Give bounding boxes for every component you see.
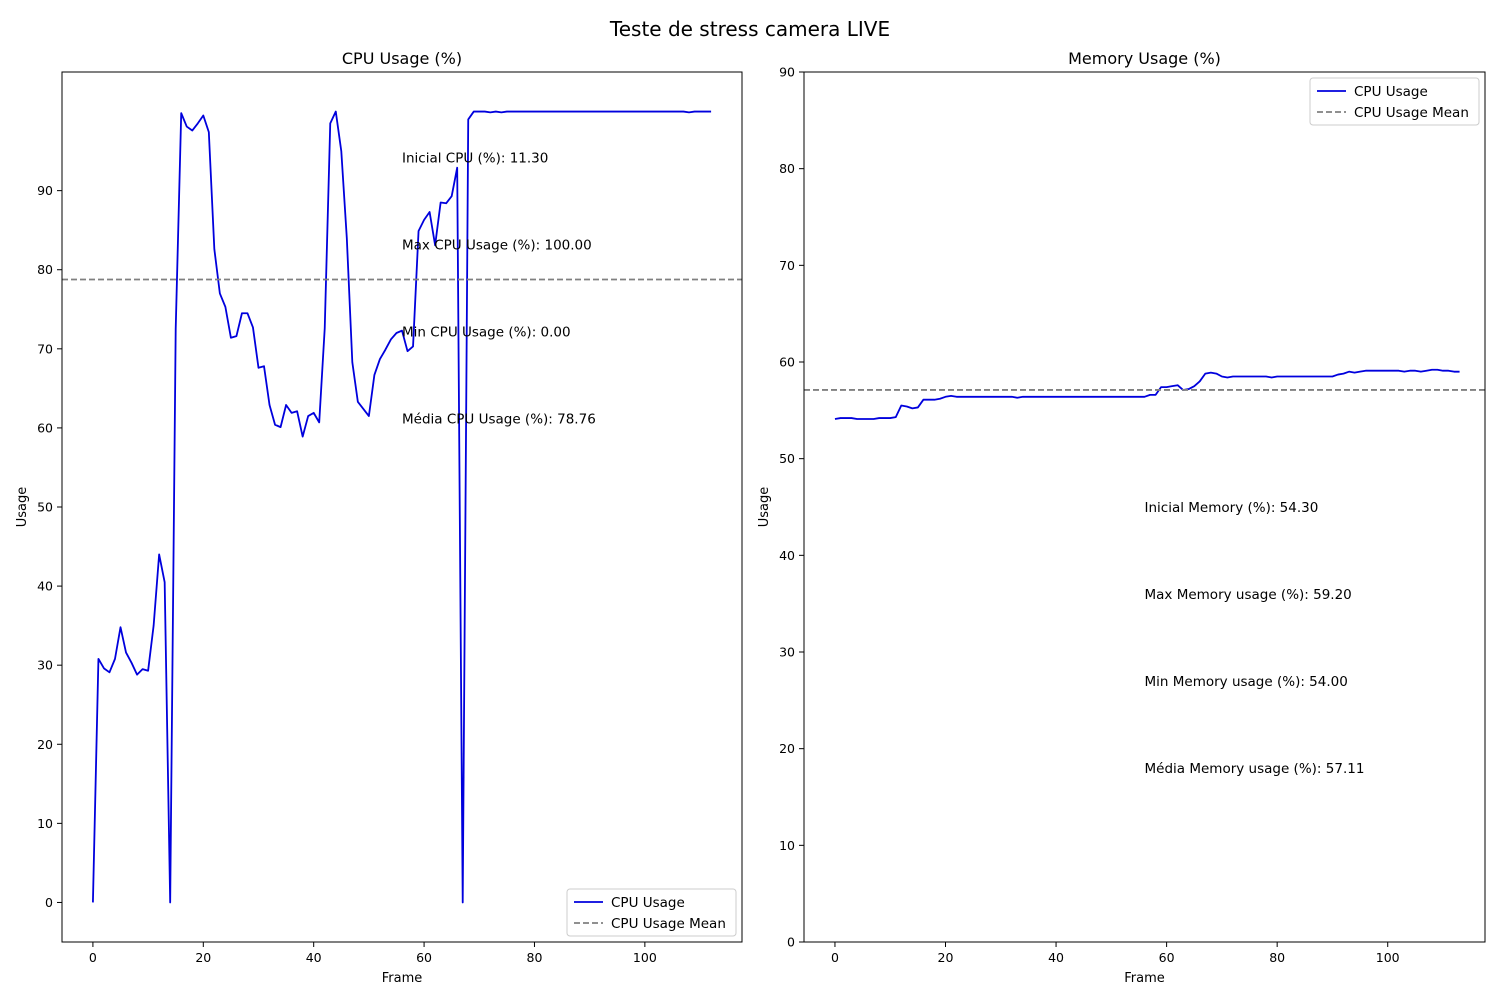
stats-annotation: Média Memory usage (%): 57.11 xyxy=(1145,761,1365,777)
y-tick-label: 60 xyxy=(779,355,795,370)
y-tick-label: 90 xyxy=(779,65,795,80)
y-tick-label: 10 xyxy=(779,838,795,853)
x-axis-label: Frame xyxy=(1124,971,1165,986)
cpu-usage-chart: CPU Usage (%) 0 20 40 60 80 100 0 10 20 30 40 50 60 70… xyxy=(15,49,743,986)
y-tick-label: 80 xyxy=(37,262,53,277)
y-tick-label: 50 xyxy=(779,451,795,466)
y-tick-label: 0 xyxy=(787,935,795,950)
stats-annotation: Inicial CPU (%): 11.30 xyxy=(402,150,548,166)
x-tick-label: 100 xyxy=(633,950,657,965)
y-tick-label: 10 xyxy=(37,816,53,831)
stats-annotation: Min Memory usage (%): 54.00 xyxy=(1145,674,1348,690)
legend-label: CPU Usage xyxy=(1354,84,1428,100)
series-line xyxy=(92,110,712,904)
legend-label: CPU Usage Mean xyxy=(1354,105,1469,121)
y-axis-label: Usage xyxy=(15,487,30,528)
x-tick-label: 80 xyxy=(1269,950,1285,965)
chart-title: Memory Usage (%) xyxy=(1068,49,1221,68)
y-tick-label: 0 xyxy=(45,895,53,910)
legend: CPU Usage CPU Usage Mean xyxy=(566,888,737,937)
legend-box xyxy=(566,888,737,937)
stats-annotation: Max CPU Usage (%): 100.00 xyxy=(402,237,592,253)
y-tick-label: 30 xyxy=(779,645,795,660)
x-tick-label: 80 xyxy=(527,950,543,965)
y-tick-label: 40 xyxy=(37,579,53,594)
y-tick-label: 70 xyxy=(37,341,53,356)
y-tick-label: 40 xyxy=(779,548,795,563)
y-tick-label: 50 xyxy=(37,500,53,515)
stats-annotation: Min CPU Usage (%): 0.00 xyxy=(402,324,571,340)
legend: CPU Usage CPU Usage Mean xyxy=(1309,77,1480,126)
y-tick-label: 30 xyxy=(37,658,53,673)
axes-frame xyxy=(803,71,1486,943)
y-axis-label: Usage xyxy=(757,487,772,528)
x-tick-label: 0 xyxy=(831,950,839,965)
legend-label: CPU Usage Mean xyxy=(611,916,726,932)
x-tick-label: 60 xyxy=(416,950,432,965)
memory-usage-chart: Memory Usage (%) 0 20 40 60 80 100 0 10 20 30 40 50 6… xyxy=(757,49,1486,986)
stats-annotation: Max Memory usage (%): 59.20 xyxy=(1145,587,1352,603)
y-tick-label: 20 xyxy=(779,741,795,756)
series-line xyxy=(834,368,1460,420)
x-tick-label: 100 xyxy=(1376,950,1400,965)
y-tick-label: 60 xyxy=(37,420,53,435)
x-axis-label: Frame xyxy=(382,971,423,986)
x-tick-label: 0 xyxy=(89,950,97,965)
y-tick-label: 90 xyxy=(37,183,53,198)
axes-frame xyxy=(61,71,743,943)
x-tick-label: 60 xyxy=(1159,950,1175,965)
x-tick-label: 20 xyxy=(938,950,954,965)
stats-annotation: Média CPU Usage (%): 78.76 xyxy=(402,411,596,427)
legend-box xyxy=(1309,77,1480,126)
x-tick-label: 40 xyxy=(306,950,322,965)
chart-title: CPU Usage (%) xyxy=(342,49,462,68)
y-tick-label: 70 xyxy=(779,258,795,273)
x-tick-label: 20 xyxy=(195,950,211,965)
y-tick-label: 20 xyxy=(37,737,53,752)
x-tick-label: 40 xyxy=(1048,950,1064,965)
figure-title: Teste de stress camera LIVE xyxy=(609,17,890,41)
y-tick-label: 80 xyxy=(779,161,795,176)
legend-label: CPU Usage xyxy=(611,895,685,911)
stats-annotation: Inicial Memory (%): 54.30 xyxy=(1145,500,1319,516)
